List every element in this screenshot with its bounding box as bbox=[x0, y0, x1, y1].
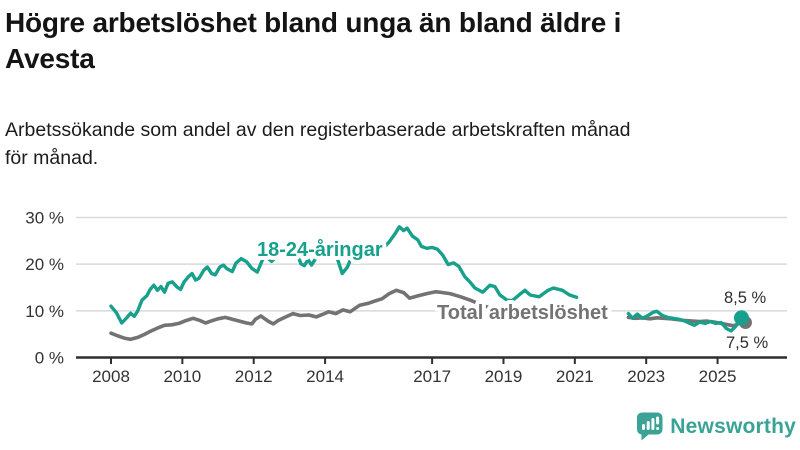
chart-subtitle-line2: för månad. bbox=[5, 147, 99, 169]
x-axis-tick-label: 2023 bbox=[627, 367, 665, 386]
exclamation-dot bbox=[656, 427, 660, 430]
latest-value-label-youth: 8,5 % bbox=[724, 289, 767, 307]
series-label-total: Total arbetslöshet bbox=[437, 302, 608, 324]
page-title-line1: Högre arbetslöshet bland unga än bland ä… bbox=[5, 7, 622, 38]
x-axis-tick-label: 2012 bbox=[235, 367, 273, 386]
bar-chart-bar-3 bbox=[651, 418, 655, 430]
newsworthy-logo-text: Newsworthy bbox=[670, 415, 796, 438]
chart-subtitle-line1: Arbetssökande som andel av den registerb… bbox=[5, 119, 631, 141]
chart-subtitle: Arbetssökande som andel av den registerb… bbox=[5, 116, 785, 172]
x-axis-tick-label: 2017 bbox=[413, 367, 451, 386]
series-label-youth: 18-24-åringar bbox=[257, 238, 383, 261]
bar-chart-bar-2 bbox=[646, 421, 650, 430]
newsworthy-logo: Newsworthy bbox=[637, 412, 796, 442]
latest-value-dot-youth bbox=[733, 310, 749, 326]
series-line-total-arbetsl-shet bbox=[109, 288, 579, 342]
bar-chart-bar-1 bbox=[642, 424, 646, 430]
y-axis-tick-label: 30 % bbox=[25, 208, 64, 227]
exclamation-bar bbox=[656, 416, 660, 425]
latest-value-label-total: 7,5 % bbox=[726, 334, 769, 352]
x-axis-tick-label: 2008 bbox=[92, 367, 130, 386]
series-line-18-24-ringar bbox=[109, 225, 579, 325]
newsworthy-logo-icon bbox=[637, 412, 663, 441]
y-axis-tick-label: 10 % bbox=[25, 302, 64, 321]
series-line-18-24-ringar bbox=[626, 309, 744, 333]
x-axis-tick-label: 2025 bbox=[699, 367, 737, 386]
speech-bubble-shape bbox=[637, 412, 663, 441]
x-axis-tick-label: 2019 bbox=[485, 367, 523, 386]
page-title: Högre arbetslöshet bland unga än bland ä… bbox=[5, 5, 765, 77]
y-axis-tick-label: 20 % bbox=[25, 255, 64, 274]
x-axis-tick-label: 2014 bbox=[306, 367, 344, 386]
x-axis-tick-label: 2010 bbox=[163, 367, 201, 386]
page-title-line2: Avesta bbox=[5, 43, 95, 74]
x-axis-tick-label: 2021 bbox=[556, 367, 594, 386]
y-axis-tick-label: 0 % bbox=[35, 349, 64, 368]
